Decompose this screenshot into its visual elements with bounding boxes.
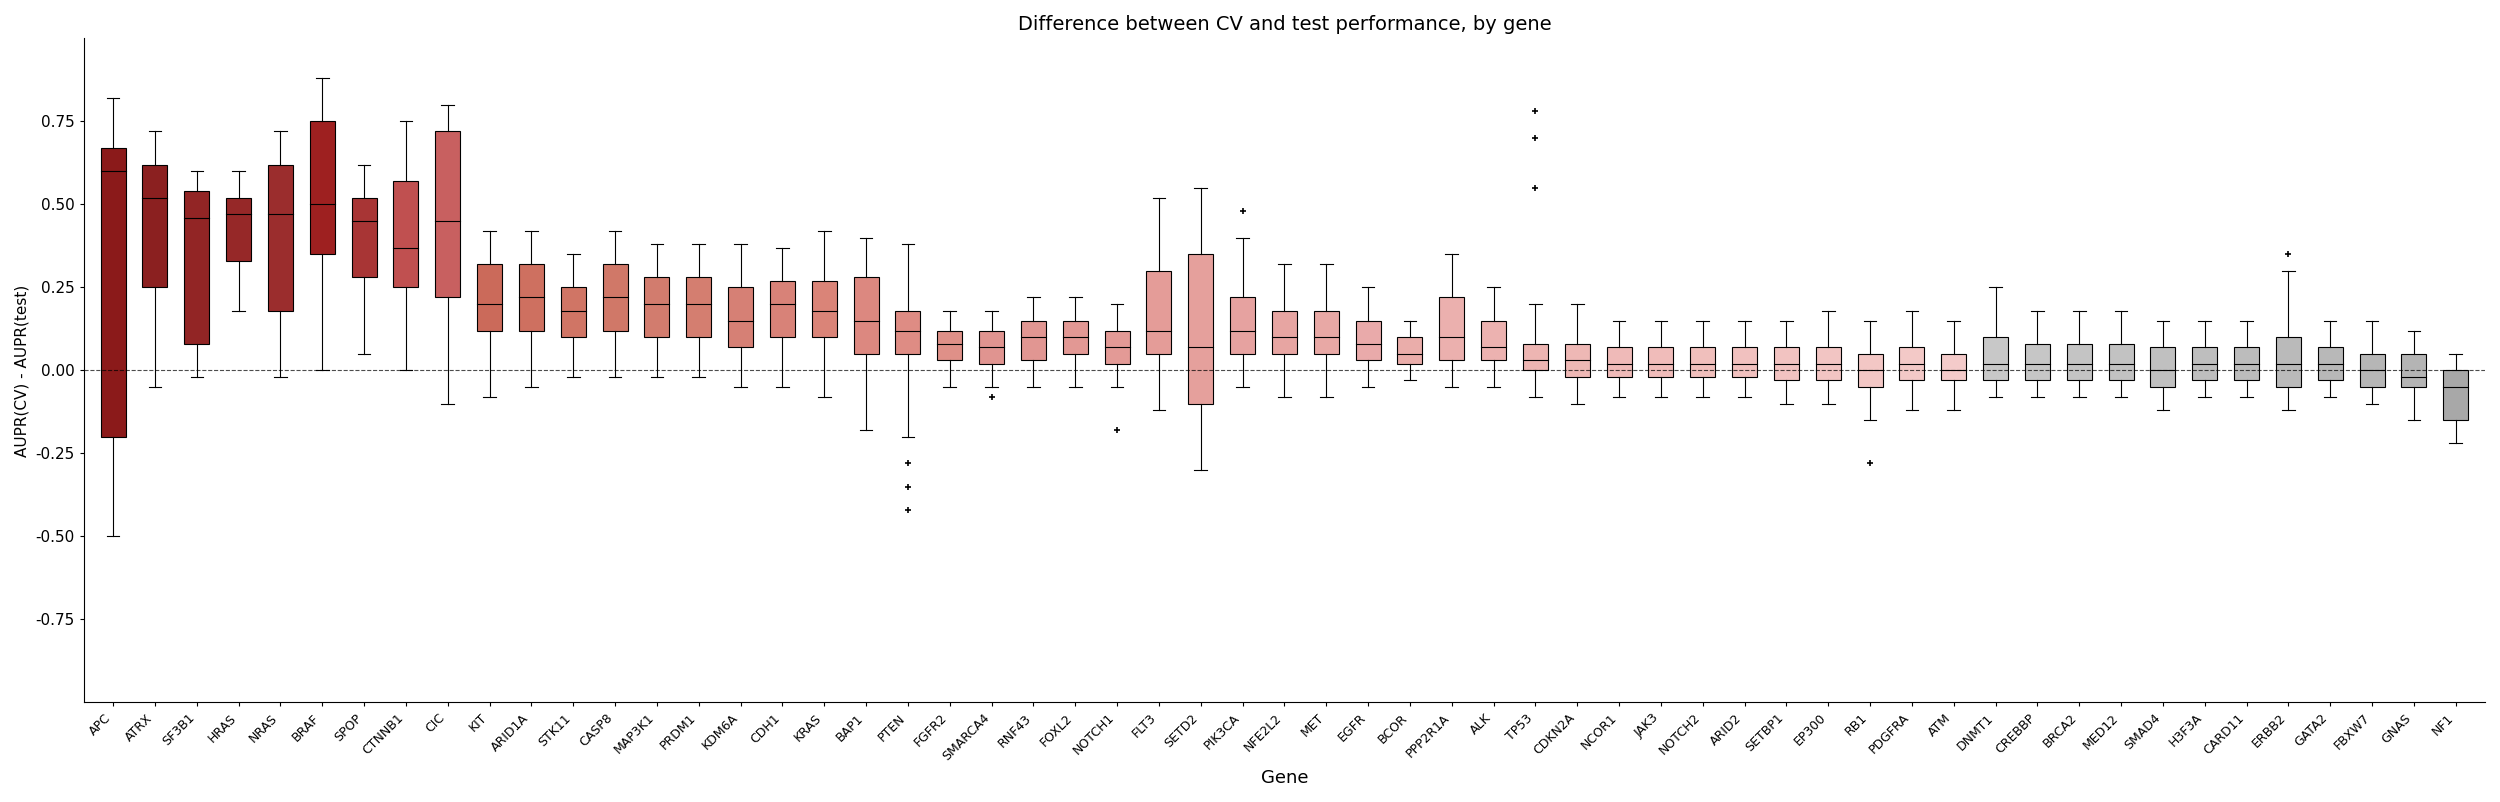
FancyBboxPatch shape: [478, 264, 502, 330]
FancyBboxPatch shape: [2402, 354, 2428, 387]
FancyBboxPatch shape: [2275, 337, 2300, 387]
FancyBboxPatch shape: [2192, 347, 2218, 380]
FancyBboxPatch shape: [1020, 321, 1045, 360]
FancyBboxPatch shape: [2025, 344, 2050, 380]
FancyBboxPatch shape: [1355, 321, 1380, 360]
FancyBboxPatch shape: [1648, 347, 1672, 377]
FancyBboxPatch shape: [2235, 347, 2260, 380]
FancyBboxPatch shape: [352, 198, 377, 277]
FancyBboxPatch shape: [645, 277, 670, 337]
FancyBboxPatch shape: [1188, 254, 1212, 403]
X-axis label: Gene: Gene: [1260, 769, 1308, 787]
FancyBboxPatch shape: [2442, 371, 2468, 420]
FancyBboxPatch shape: [1690, 347, 1715, 377]
FancyBboxPatch shape: [1900, 347, 1925, 380]
FancyBboxPatch shape: [2318, 347, 2342, 380]
FancyBboxPatch shape: [1230, 298, 1255, 354]
Y-axis label: AUPR(CV) - AUPR(test): AUPR(CV) - AUPR(test): [15, 284, 30, 456]
FancyBboxPatch shape: [560, 287, 585, 337]
FancyBboxPatch shape: [1940, 354, 1968, 380]
FancyBboxPatch shape: [1775, 347, 1800, 380]
FancyBboxPatch shape: [520, 264, 545, 330]
FancyBboxPatch shape: [2360, 354, 2385, 387]
FancyBboxPatch shape: [938, 330, 962, 360]
FancyBboxPatch shape: [1565, 344, 1590, 377]
FancyBboxPatch shape: [1732, 347, 1757, 377]
FancyBboxPatch shape: [853, 277, 878, 354]
FancyBboxPatch shape: [2108, 344, 2132, 380]
FancyBboxPatch shape: [770, 281, 795, 337]
FancyBboxPatch shape: [2150, 347, 2175, 387]
FancyBboxPatch shape: [895, 310, 920, 354]
FancyBboxPatch shape: [728, 287, 752, 347]
FancyBboxPatch shape: [225, 198, 250, 261]
FancyBboxPatch shape: [1815, 347, 1840, 380]
FancyBboxPatch shape: [1982, 337, 2008, 380]
FancyBboxPatch shape: [602, 264, 628, 330]
FancyBboxPatch shape: [1480, 321, 1505, 360]
FancyBboxPatch shape: [812, 281, 838, 337]
Title: Difference between CV and test performance, by gene: Difference between CV and test performan…: [1017, 15, 1550, 34]
FancyBboxPatch shape: [100, 148, 125, 437]
FancyBboxPatch shape: [980, 330, 1005, 364]
FancyBboxPatch shape: [1608, 347, 1632, 377]
FancyBboxPatch shape: [1858, 354, 1882, 387]
FancyBboxPatch shape: [268, 164, 292, 310]
FancyBboxPatch shape: [142, 164, 168, 287]
FancyBboxPatch shape: [1312, 310, 1340, 354]
FancyBboxPatch shape: [310, 121, 335, 254]
FancyBboxPatch shape: [1440, 298, 1465, 360]
FancyBboxPatch shape: [685, 277, 712, 337]
FancyBboxPatch shape: [185, 191, 210, 344]
FancyBboxPatch shape: [392, 181, 418, 287]
FancyBboxPatch shape: [435, 132, 460, 298]
FancyBboxPatch shape: [1272, 310, 1298, 354]
FancyBboxPatch shape: [1398, 337, 1422, 364]
FancyBboxPatch shape: [2068, 344, 2092, 380]
FancyBboxPatch shape: [1105, 330, 1130, 364]
FancyBboxPatch shape: [1062, 321, 1088, 354]
FancyBboxPatch shape: [1522, 344, 1548, 371]
FancyBboxPatch shape: [1148, 271, 1172, 354]
